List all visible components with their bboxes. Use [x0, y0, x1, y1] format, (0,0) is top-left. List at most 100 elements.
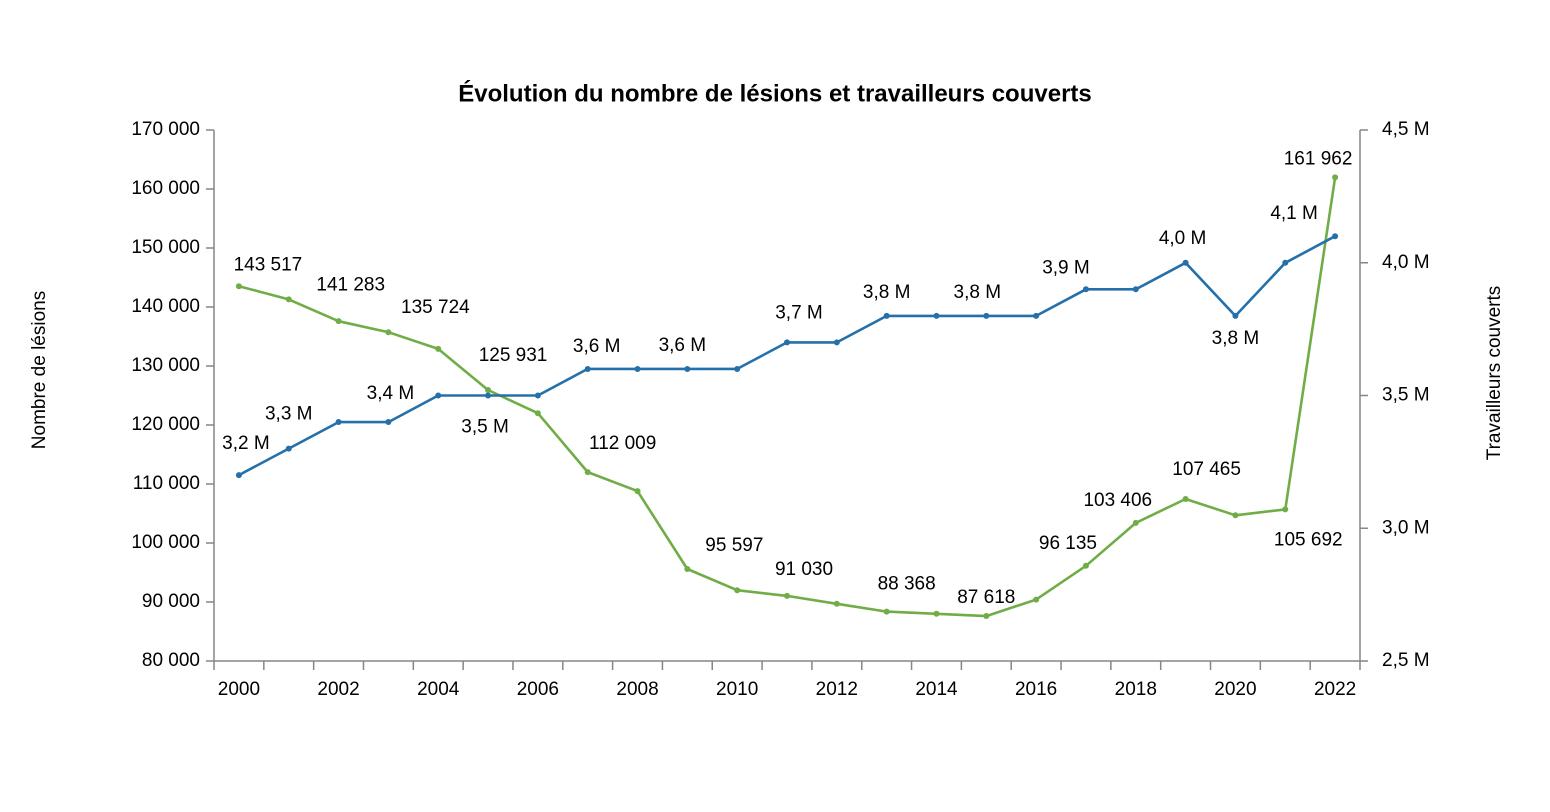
point: [734, 365, 741, 372]
point: [983, 312, 990, 319]
point: [485, 387, 492, 394]
point: [1332, 233, 1339, 240]
point: [285, 445, 292, 452]
point: [335, 419, 342, 426]
point: [684, 365, 691, 372]
data-label: 96 135: [1039, 533, 1097, 554]
point: [1332, 174, 1339, 181]
point: [1033, 312, 1040, 319]
point: [1132, 519, 1139, 526]
data-label: 141 283: [316, 274, 385, 295]
x-tick-label: 2002: [317, 679, 359, 700]
point: [435, 345, 442, 352]
x-tick-label: 2012: [816, 679, 858, 700]
data-label: 91 030: [775, 559, 833, 580]
point: [584, 469, 591, 476]
point: [435, 392, 442, 399]
y2-tick-label: 3,0 M: [1382, 517, 1430, 538]
data-label: 3,9 M: [1042, 257, 1090, 278]
point: [833, 600, 840, 607]
x-tick-label: 2022: [1314, 679, 1356, 700]
data-label: 3,8 M: [954, 282, 1002, 303]
x-tick-label: 2008: [616, 679, 658, 700]
point: [584, 365, 591, 372]
x-tick-label: 2020: [1214, 679, 1256, 700]
point: [883, 608, 890, 615]
y2-tick-label: 4,5 M: [1382, 119, 1430, 140]
y-axis-label: Nombre de lésions: [29, 291, 50, 449]
data-label: 3,2 M: [222, 433, 270, 454]
y-tick-label: 130 000: [131, 355, 200, 376]
chart-title: Évolution du nombre de lésions et travai…: [458, 79, 1092, 107]
point: [684, 565, 691, 572]
data-label: 161 962: [1284, 148, 1353, 169]
point: [235, 472, 242, 479]
x-tick-label: 2018: [1115, 679, 1157, 700]
data-label: 143 517: [234, 254, 303, 275]
y-tick-label: 170 000: [131, 119, 200, 140]
data-label: 3,8 M: [863, 282, 911, 303]
data-label: 135 724: [401, 297, 470, 318]
data-label: 95 597: [705, 535, 763, 556]
data-label: 3,6 M: [573, 336, 621, 357]
y-tick-label: 100 000: [131, 532, 200, 553]
point: [534, 392, 541, 399]
data-label: 125 931: [479, 345, 548, 366]
point: [933, 610, 940, 617]
data-label: 3,7 M: [775, 302, 823, 323]
y-tick-label: 150 000: [131, 237, 200, 258]
point: [534, 410, 541, 417]
data-label: 88 368: [878, 574, 936, 595]
point: [1082, 562, 1089, 569]
data-label: 107 465: [1172, 459, 1241, 480]
x-tick-label: 2014: [915, 679, 958, 700]
point: [385, 419, 392, 426]
y2-tick-label: 4,0 M: [1382, 252, 1430, 273]
point: [1182, 495, 1189, 502]
point: [833, 339, 840, 346]
data-label: 3,5 M: [461, 417, 509, 438]
point: [1232, 312, 1239, 319]
y-tick-label: 120 000: [131, 414, 200, 435]
point: [634, 365, 641, 372]
data-label: 103 406: [1083, 490, 1152, 511]
point: [1033, 596, 1040, 603]
point: [335, 318, 342, 325]
point: [634, 488, 641, 495]
point: [784, 339, 790, 346]
data-label: 3,6 M: [659, 335, 707, 356]
data-label: 3,3 M: [265, 404, 313, 425]
y-tick-label: 90 000: [142, 591, 200, 612]
data-label: 105 692: [1274, 529, 1343, 550]
point: [1132, 286, 1139, 293]
point: [235, 283, 242, 290]
point: [1282, 506, 1289, 513]
data-label: 4,1 M: [1270, 203, 1318, 224]
y-tick-label: 110 000: [133, 473, 200, 494]
x-tick-label: 2010: [716, 679, 758, 700]
point: [1282, 259, 1289, 266]
y-tick-label: 140 000: [131, 296, 200, 317]
point: [883, 312, 890, 319]
x-tick-label: 2006: [517, 679, 559, 700]
data-label: 3,4 M: [367, 383, 415, 404]
point: [1082, 286, 1089, 293]
y-tick-label: 160 000: [131, 178, 200, 199]
series-line: [238, 235, 1336, 477]
y2-tick-label: 2,5 M: [1382, 650, 1430, 671]
data-label: 112 009: [589, 433, 656, 454]
point: [734, 587, 741, 594]
point: [1232, 512, 1239, 519]
x-tick-label: 2004: [417, 679, 460, 700]
data-label: 3,8 M: [1212, 328, 1260, 349]
point: [1182, 259, 1189, 266]
x-tick-label: 2000: [218, 679, 260, 700]
y2-axis-label: Travailleurs couverts: [1484, 286, 1505, 461]
data-label: 4,0 M: [1159, 228, 1207, 249]
x-tick-label: 2016: [1015, 679, 1057, 700]
point: [983, 613, 990, 620]
point: [784, 592, 790, 599]
y2-tick-label: 3,5 M: [1382, 385, 1430, 406]
point: [485, 392, 492, 399]
